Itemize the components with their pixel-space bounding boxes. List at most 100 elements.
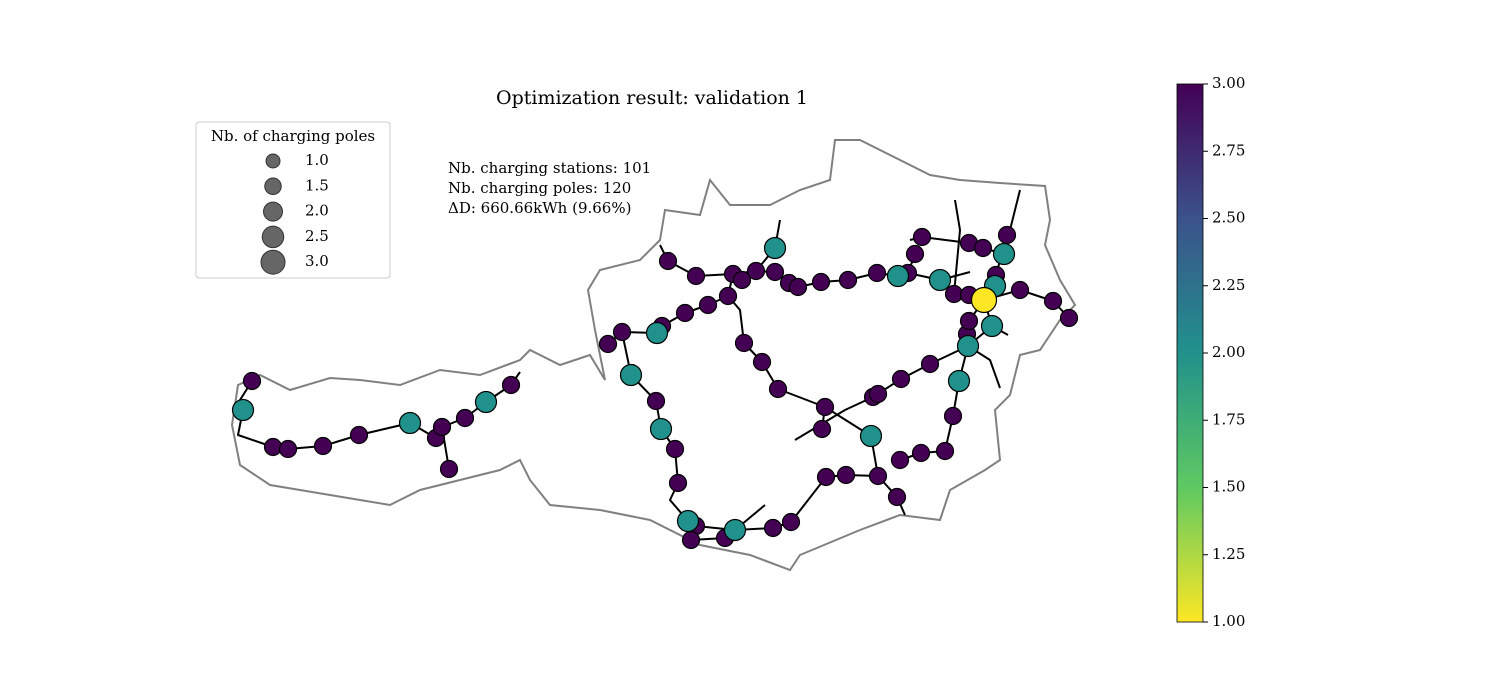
charging-station <box>349 425 369 445</box>
colorbar-tick-label: 2.75 <box>1212 141 1245 159</box>
chart-title: Optimization result: validation 1 <box>496 87 808 109</box>
annotation-line: Nb. charging stations: 101 <box>448 159 651 177</box>
charging-station <box>912 227 932 247</box>
road <box>237 371 521 470</box>
charging-station <box>815 397 835 417</box>
charging-station <box>278 439 298 459</box>
annotation-line: ΔD: 660.66kWh (9.66%) <box>448 199 631 217</box>
legend-box <box>195 121 391 279</box>
colorbar-tick-label: 1.50 <box>1212 478 1245 496</box>
charging-station <box>313 436 333 456</box>
colorbar-tick-label: 2.00 <box>1212 343 1245 361</box>
charging-station <box>501 375 521 395</box>
charging-station <box>768 379 788 399</box>
charging-station <box>816 467 836 487</box>
charging-station <box>718 286 738 306</box>
annotation: Nb. charging stations: 101 Nb. charging … <box>448 159 651 217</box>
charging-station <box>935 441 955 461</box>
charging-station <box>891 369 911 389</box>
legend-marker <box>261 225 285 249</box>
charging-station <box>455 408 475 428</box>
charging-station <box>432 417 452 437</box>
charging-station <box>868 466 888 486</box>
charging-station <box>649 417 673 441</box>
charging-station <box>836 465 856 485</box>
colorbar-tick-label: 3.00 <box>1212 74 1245 92</box>
charging-station <box>686 266 706 286</box>
charging-station <box>868 384 888 404</box>
charging-station <box>263 437 283 457</box>
charging-station <box>920 354 940 374</box>
charging-station <box>681 530 701 550</box>
charging-station <box>943 406 963 426</box>
charging-station <box>947 369 971 393</box>
charging-station <box>928 268 952 292</box>
charging-station <box>668 473 688 493</box>
charging-station <box>887 487 907 507</box>
charging-station <box>439 459 459 479</box>
charging-station <box>242 371 262 391</box>
charging-station <box>723 518 747 542</box>
colorbar-tick-label: 1.00 <box>1212 612 1245 630</box>
country-outline <box>230 139 1077 572</box>
charging-station <box>676 509 700 533</box>
charging-station <box>867 263 887 283</box>
charging-station <box>992 242 1016 266</box>
charging-station <box>959 311 979 331</box>
legend-marker <box>265 153 281 169</box>
legend-label: 3.0 <box>305 252 329 270</box>
charging-station <box>890 450 910 470</box>
charging-station <box>956 334 980 358</box>
charging-station <box>763 236 787 260</box>
charging-station <box>612 322 632 342</box>
legend-marker <box>264 177 282 196</box>
charging-station <box>765 262 785 282</box>
charging-station <box>944 284 964 304</box>
colorbar-tick-label: 2.25 <box>1212 276 1245 294</box>
charging-station <box>231 398 255 422</box>
charging-station <box>781 512 801 532</box>
charging-station <box>665 439 685 459</box>
charging-station <box>859 424 883 448</box>
legend-marker <box>260 249 286 275</box>
charging-station <box>732 270 752 290</box>
charging-station <box>812 419 832 439</box>
charging-station <box>1059 308 1079 328</box>
road <box>659 219 993 477</box>
charging-station <box>746 261 766 281</box>
legend-label: 2.5 <box>305 227 329 245</box>
charging-station <box>698 295 718 315</box>
charging-station <box>752 352 772 372</box>
legend-label: 2.0 <box>305 202 329 220</box>
charging-station <box>1043 291 1063 311</box>
legend-label: 1.0 <box>305 151 329 169</box>
charging-station <box>1010 280 1030 300</box>
charging-station <box>645 321 669 345</box>
charging-station <box>980 314 1004 338</box>
annotation-line: Nb. charging poles: 120 <box>448 179 631 197</box>
legend-label: 1.5 <box>305 176 329 194</box>
colorbar <box>1176 83 1204 623</box>
legend-marker <box>263 201 283 222</box>
charging-station <box>675 303 695 323</box>
charging-station <box>646 391 666 411</box>
colorbar-tick-label: 1.75 <box>1212 410 1245 428</box>
charging-station <box>997 225 1017 245</box>
charging-station <box>905 244 925 264</box>
charging-station <box>734 333 754 353</box>
charging-station <box>398 411 422 435</box>
charging-station <box>763 518 783 538</box>
charging-station <box>598 334 618 354</box>
charging-station <box>838 270 858 290</box>
charging-station <box>788 277 808 297</box>
charging-station <box>658 251 678 271</box>
colorbar-tick-label: 2.50 <box>1212 209 1245 227</box>
charging-station <box>619 363 643 387</box>
charging-station <box>886 264 910 288</box>
charging-station <box>973 238 993 258</box>
charging-station <box>911 443 931 463</box>
legend-title: Nb. of charging poles <box>211 127 375 145</box>
charging-station <box>970 286 998 314</box>
